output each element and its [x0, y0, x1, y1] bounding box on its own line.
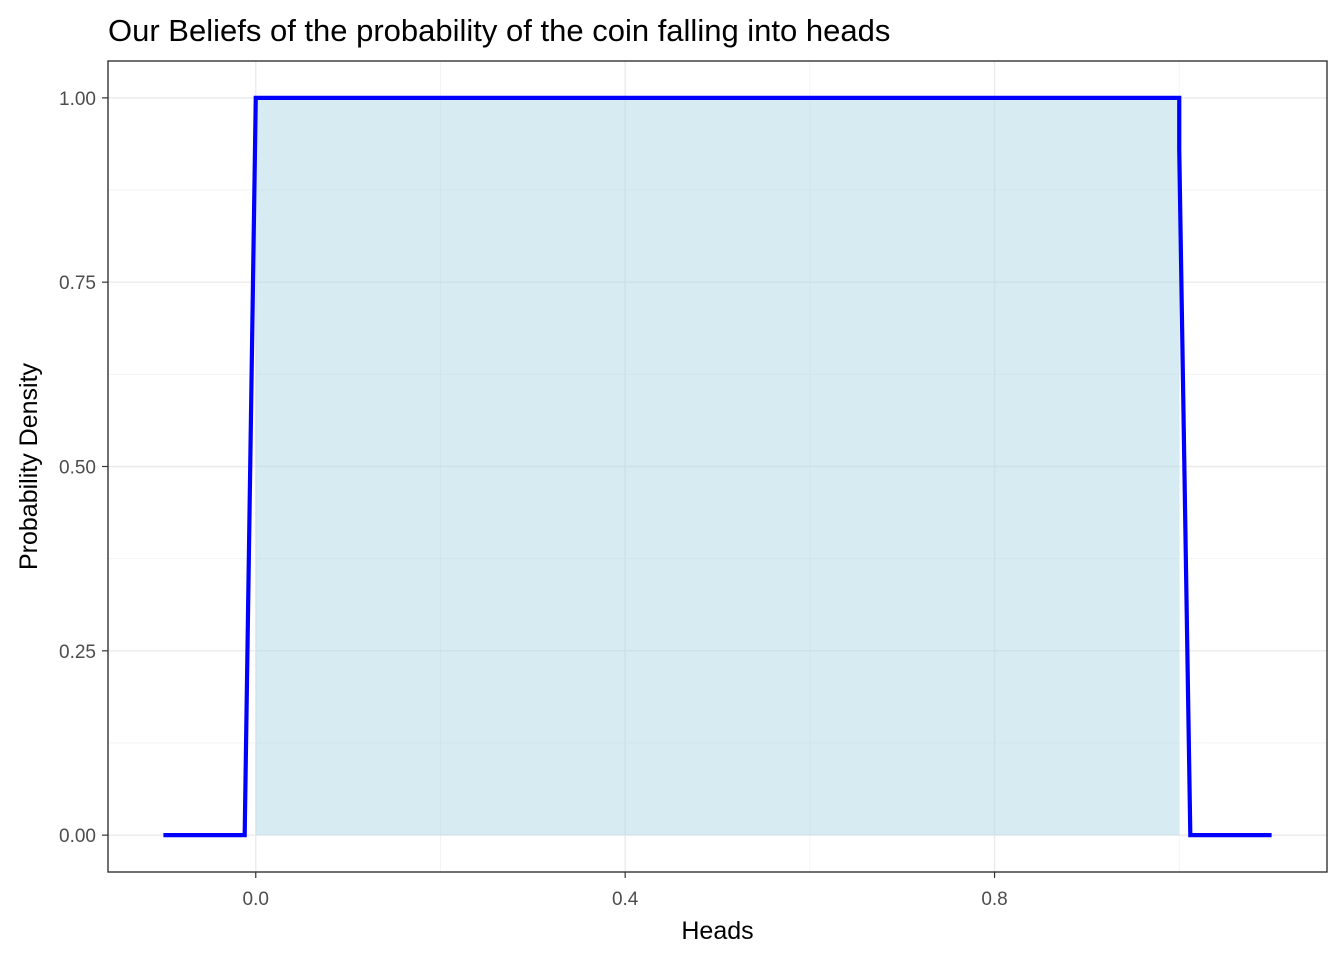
density-line	[163, 95, 1272, 838]
density-curve	[163, 95, 1272, 838]
x-tick-label: 0.0	[243, 889, 269, 910]
y-tick-label: 0.25	[59, 642, 96, 663]
x-axis-title: Heads	[681, 917, 753, 945]
axis-ticks: 0.0 0.4 0.8 0.00 0.25 0.50 0.75 1.00	[59, 89, 1008, 910]
y-tick-label: 0.00	[59, 826, 96, 847]
y-tick-label: 1.00	[59, 89, 96, 110]
x-tick-label: 0.4	[612, 889, 639, 910]
x-tick-label: 0.8	[981, 889, 1007, 910]
density-fill-area	[255, 97, 1180, 836]
density-fill-rect	[255, 97, 1180, 836]
y-tick-label: 0.50	[59, 458, 96, 479]
y-tick-label: 0.75	[59, 273, 96, 294]
chart-title: Our Beliefs of the probability of the co…	[108, 13, 890, 48]
y-axis-title: Probability Density	[15, 362, 43, 570]
